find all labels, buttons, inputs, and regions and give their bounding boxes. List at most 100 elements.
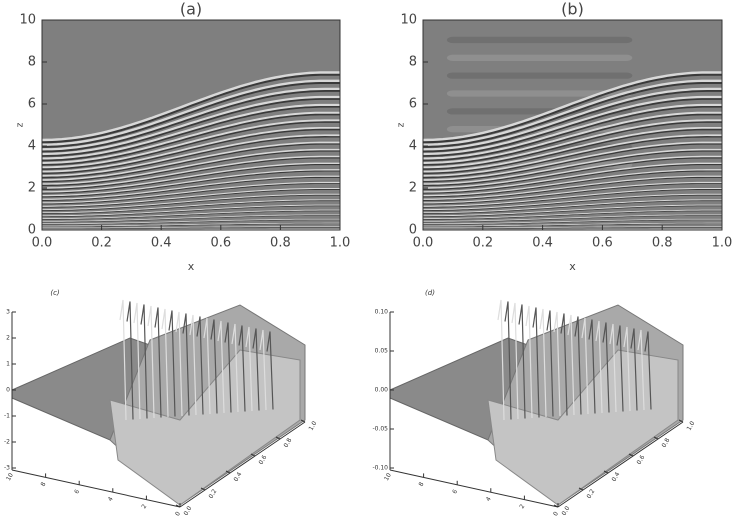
stripe-dark <box>423 200 722 214</box>
stripe-light <box>42 134 340 177</box>
x-tick <box>678 419 684 423</box>
surface-ridge <box>602 322 610 413</box>
surface-ridge <box>217 320 225 414</box>
surface-front <box>487 349 679 506</box>
x-tick-label: 1.0 <box>308 420 319 432</box>
stripe-light <box>42 214 340 222</box>
x-axis-label: x <box>569 260 576 273</box>
stripe-dark <box>423 150 722 187</box>
x-tick-label: 0.2 <box>91 236 112 251</box>
stripe-light <box>42 111 340 164</box>
surface-ridge <box>259 329 267 411</box>
stripe-light <box>423 79 722 146</box>
stripe-light <box>42 141 340 181</box>
stripe-dark <box>423 143 722 183</box>
z-tick-label: -0.05 <box>372 426 388 433</box>
stripe-light <box>42 222 340 227</box>
x-tick-label: 0.2 <box>208 488 219 500</box>
stripe-dark <box>42 156 340 190</box>
panel-title: (c) <box>50 289 60 297</box>
plot-frame <box>422 19 723 231</box>
y-axis-label: z <box>16 122 26 127</box>
stripe-light <box>423 87 722 151</box>
stripe-dark <box>42 163 340 194</box>
y-tick-label: 0 <box>28 223 36 238</box>
x-tick <box>200 487 206 491</box>
x-tick-label: 0.6 <box>592 236 613 251</box>
z-tick-label: 0.05 <box>375 348 389 355</box>
surface-ridge <box>644 331 652 410</box>
panel-title: (b) <box>561 0 584 19</box>
stripe-dark <box>423 128 722 175</box>
stripe-light <box>42 209 340 220</box>
surface-ridge <box>140 304 148 419</box>
y-tick-label: 8 <box>418 481 426 488</box>
x-tick-label: 0.6 <box>210 236 231 251</box>
surface-ridge <box>623 326 631 412</box>
x-tick-label: 0.4 <box>151 236 172 251</box>
y-tick-label: 0 <box>174 510 182 516</box>
stripe-dark <box>42 113 340 166</box>
stripe-dark <box>423 120 722 170</box>
y-tick-label: 6 <box>28 97 36 112</box>
stripe-dark <box>423 105 722 162</box>
stripe-light <box>423 204 722 217</box>
z-tick-label: -0.10 <box>372 465 388 472</box>
stripe-dark <box>423 170 722 198</box>
stripe-dark <box>42 182 340 205</box>
x-tick-label: 1.0 <box>712 236 733 251</box>
surface-ridge <box>182 313 190 416</box>
stripe-dark <box>42 219 340 225</box>
x-tick-label: 0.4 <box>233 471 244 483</box>
surface-ridge <box>525 305 533 419</box>
y-axis-label: z <box>397 122 407 127</box>
surface-ridge <box>119 299 127 421</box>
stripe-light <box>42 71 340 142</box>
stripe-light <box>42 169 340 197</box>
surface-ridge <box>203 317 211 415</box>
stripe-dark <box>42 215 340 223</box>
upper-band <box>446 72 633 79</box>
stripe-light <box>423 226 722 229</box>
z-tick-label: 0.10 <box>375 309 389 316</box>
stripe-light <box>423 193 722 211</box>
x-tick-label: 0.4 <box>611 471 622 483</box>
surface-ridge <box>189 314 197 416</box>
x-tick-label: 0.0 <box>413 236 434 251</box>
surface-ridge <box>504 301 512 420</box>
stripe-light <box>42 155 340 189</box>
surface-ridge <box>567 314 575 416</box>
stripe-dark <box>42 150 340 187</box>
surface-ridge <box>595 320 603 414</box>
stripe-dark <box>42 188 340 208</box>
x-axis <box>179 421 306 508</box>
x-tick-label: 0.2 <box>472 236 493 251</box>
y-tick-label: 6 <box>451 488 459 495</box>
surface-ridge <box>511 302 519 420</box>
surface-ridge <box>553 311 561 417</box>
stripe-dark <box>423 182 722 205</box>
x-axis <box>557 421 684 508</box>
stripe-light <box>423 214 722 222</box>
y-tick-label: 8 <box>28 55 36 70</box>
y-tick-label: 6 <box>73 488 81 495</box>
x-tick <box>553 504 559 508</box>
surface-ridge <box>588 319 596 414</box>
x-tick-label: 1.0 <box>686 420 697 432</box>
stripe-light <box>42 204 340 217</box>
stripe-dark <box>42 194 340 211</box>
stripe-light <box>423 162 722 193</box>
stripe-dark <box>42 135 340 179</box>
stripe-dark <box>42 200 340 214</box>
stripe-light <box>42 181 340 204</box>
stripe-dark <box>423 205 722 217</box>
surface-front <box>109 349 301 506</box>
stripe-dark <box>423 156 722 190</box>
stripe-light <box>423 148 722 185</box>
panel-title: (d) <box>425 289 435 297</box>
y-tick-label: 6 <box>409 97 417 112</box>
x-tick-label: 0.8 <box>270 236 291 251</box>
x-tick-label: 1.0 <box>330 236 351 251</box>
stripe-dark <box>42 120 340 170</box>
x-tick <box>653 436 659 440</box>
